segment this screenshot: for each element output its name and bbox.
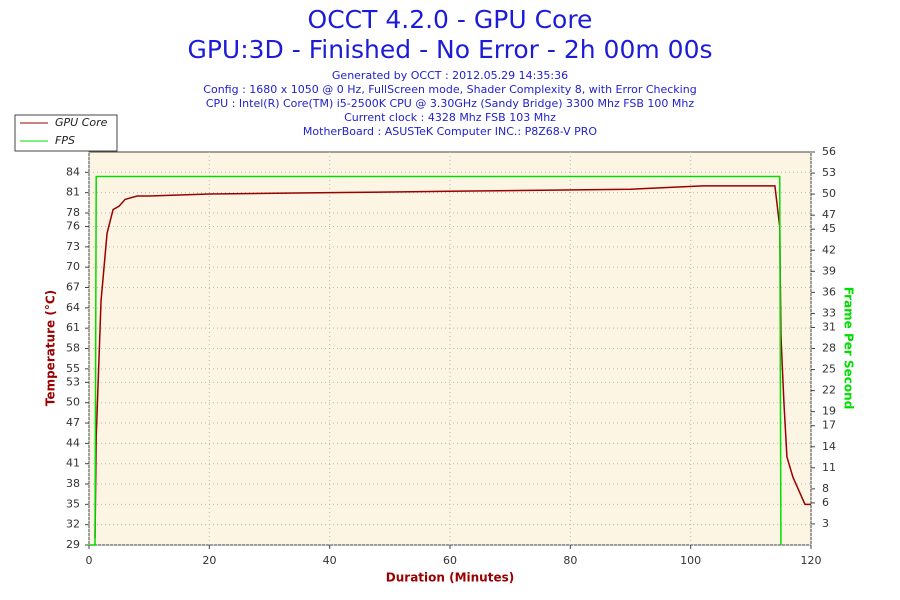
info-line: Generated by OCCT : 2012.05.29 14:35:36 xyxy=(332,69,568,82)
y2-tick-label: 6 xyxy=(822,496,829,509)
y-tick-label: 32 xyxy=(66,518,80,531)
x-tick-label: 40 xyxy=(323,554,337,567)
y-axis-label: Temperature (°C) xyxy=(44,290,58,406)
y-tick-label: 73 xyxy=(66,240,80,253)
y2-tick-label: 25 xyxy=(822,363,836,376)
y2-tick-label: 17 xyxy=(822,419,836,432)
y-tick-label: 84 xyxy=(66,165,80,178)
x-tick-label: 0 xyxy=(86,554,93,567)
legend xyxy=(14,114,118,152)
y2-tick-label: 14 xyxy=(822,440,836,453)
legend-label: FPS xyxy=(55,134,75,147)
y-tick-label: 38 xyxy=(66,477,80,490)
y2-tick-label: 36 xyxy=(822,285,836,298)
legend-label: GPU Core xyxy=(55,116,108,129)
info-line: Current clock : 4328 Mhz FSB 103 Mhz xyxy=(344,111,556,124)
y-tick-label: 53 xyxy=(66,375,80,388)
y-tick-label: 55 xyxy=(66,362,80,375)
x-tick-label: 60 xyxy=(443,554,457,567)
info-line: CPU : Intel(R) Core(TM) i5-2500K CPU @ 3… xyxy=(206,97,694,110)
y-tick-label: 70 xyxy=(66,260,80,273)
y2-tick-label: 22 xyxy=(822,384,836,397)
y2-tick-label: 19 xyxy=(822,405,836,418)
x-tick-label: 120 xyxy=(801,554,822,567)
x-tick-label: 100 xyxy=(680,554,701,567)
y-tick-label: 76 xyxy=(66,220,80,233)
y2-tick-label: 33 xyxy=(822,306,836,319)
y2-tick-label: 47 xyxy=(822,208,836,221)
y-tick-label: 78 xyxy=(66,206,80,219)
y2-tick-label: 28 xyxy=(822,342,836,355)
y-tick-label: 81 xyxy=(66,186,80,199)
series-line xyxy=(94,185,811,539)
y2-tick-label: 50 xyxy=(822,187,836,200)
y-tick-label: 35 xyxy=(66,497,80,510)
y2-tick-label: 56 xyxy=(822,145,836,158)
y2-tick-label: 53 xyxy=(822,166,836,179)
x-axis-label: Duration (Minutes) xyxy=(386,571,514,585)
y-tick-label: 47 xyxy=(66,416,80,429)
info-line: Config : 1680 x 1050 @ 0 Hz, FullScreen … xyxy=(203,83,696,96)
y2-tick-label: 42 xyxy=(822,243,836,256)
info-line: MotherBoard : ASUSTeK Computer INC.: P8Z… xyxy=(303,125,598,138)
y-tick-label: 67 xyxy=(66,281,80,294)
y-tick-label: 50 xyxy=(66,396,80,409)
y2-tick-label: 45 xyxy=(822,222,836,235)
y-tick-label: 41 xyxy=(66,457,80,470)
y2-tick-label: 11 xyxy=(822,461,836,474)
x-tick-label: 20 xyxy=(202,554,216,567)
y2-axis-label: Frame Per Second xyxy=(842,287,856,410)
y-tick-label: 44 xyxy=(66,436,80,449)
y2-tick-label: 3 xyxy=(822,517,829,530)
y-tick-label: 64 xyxy=(66,301,80,314)
y2-tick-label: 31 xyxy=(822,320,836,333)
y-tick-label: 61 xyxy=(66,321,80,334)
y2-tick-label: 8 xyxy=(822,482,829,495)
y2-tick-label: 39 xyxy=(822,264,836,277)
y-tick-label: 29 xyxy=(66,538,80,551)
y-tick-label: 58 xyxy=(66,342,80,355)
series-line xyxy=(89,175,782,546)
x-tick-label: 80 xyxy=(563,554,577,567)
chart-subtitle: GPU:3D - Finished - No Error - 2h 00m 00… xyxy=(187,35,712,64)
chart-title: OCCT 4.2.0 - GPU Core xyxy=(308,5,593,34)
